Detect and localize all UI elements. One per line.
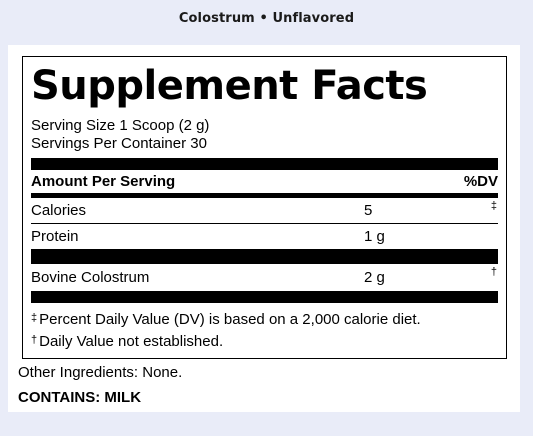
nutrient-name: Protein (31, 228, 79, 245)
footnote-text: Daily Value not established. (39, 333, 224, 350)
nutrient-name: Bovine Colostrum (31, 269, 150, 286)
amount-per-serving-label: Amount Per Serving (31, 173, 176, 190)
supplement-facts-panel: Supplement Facts Serving Size 1 Scoop (2… (22, 56, 507, 359)
allergen-statement: CONTAINS: MILK (18, 389, 142, 406)
nutrient-row-bovine-colostrum: Bovine Colostrum 2 g † (31, 264, 498, 290)
nutrient-name: Calories (31, 202, 87, 219)
nutrient-row-protein: Protein 1 g (31, 224, 498, 249)
other-ingredients: Other Ingredients: None. (18, 364, 183, 381)
bottom-thick-divider (31, 291, 498, 303)
nutrient-amount: 1 g (364, 228, 385, 245)
amount-header-row: Amount Per Serving %DV (31, 170, 498, 193)
thick-divider (31, 158, 498, 170)
footnote-symbol: ‡ (31, 312, 38, 324)
footnote-symbol: † (31, 334, 38, 346)
footnote-text: Percent Daily Value (DV) is based on a 2… (39, 311, 421, 328)
dv-symbol: ‡ (490, 200, 497, 212)
section-band-divider (31, 249, 498, 264)
footnote-percent-dv: ‡ Percent Daily Value (DV) is based on a … (31, 308, 498, 330)
dv-header-label: %DV (463, 173, 498, 190)
nutrient-amount: 2 g (364, 269, 385, 286)
product-heading: Colostrum • Unflavored (178, 11, 355, 26)
serving-size: Serving Size 1 Scoop (2 g) (31, 117, 210, 134)
label-sheet (8, 45, 520, 412)
nutrient-amount: 5 (364, 202, 373, 219)
footnote-dv-not-established: † Daily Value not established. (31, 330, 498, 352)
medium-divider (31, 193, 498, 198)
panel-title: Supplement Facts (31, 63, 428, 109)
thin-divider (31, 223, 498, 224)
dv-symbol: † (490, 266, 497, 278)
nutrient-row-calories: Calories 5 ‡ (31, 198, 498, 223)
servings-per-container: Servings Per Container 30 (31, 135, 207, 152)
